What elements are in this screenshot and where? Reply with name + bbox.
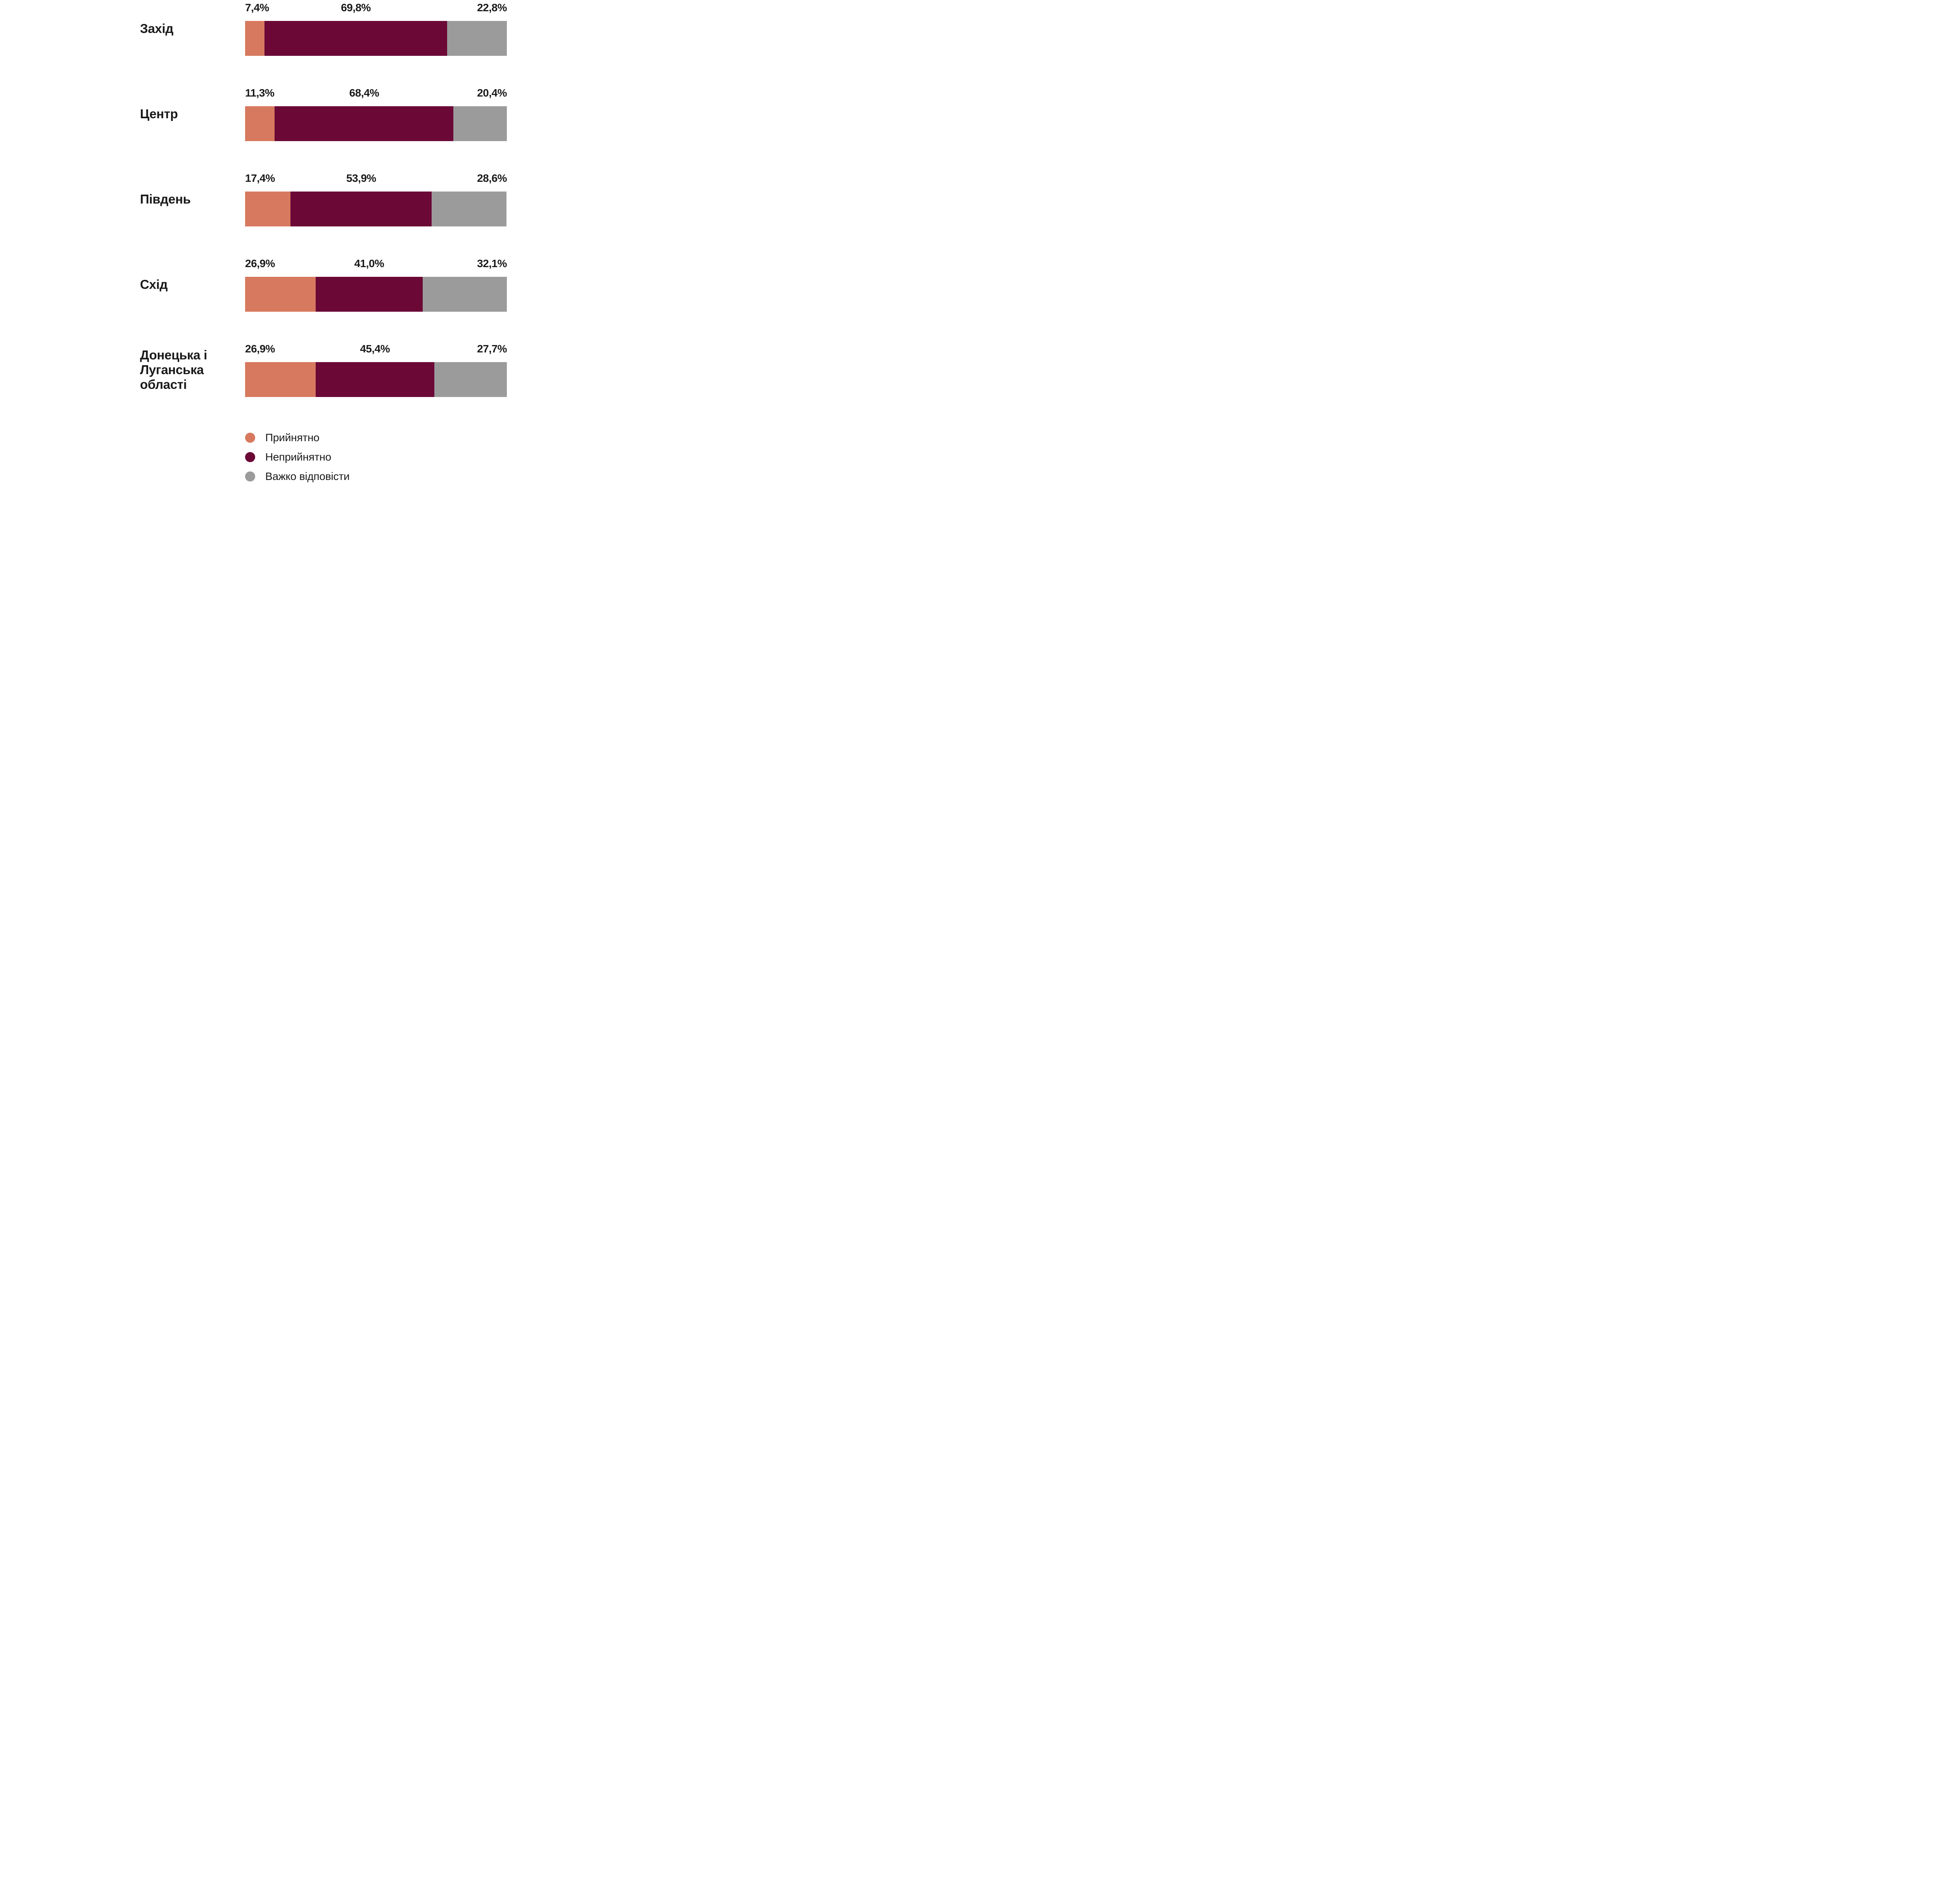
- value-label-unacceptable: 53,9%: [346, 172, 376, 184]
- stacked-bar: [245, 362, 507, 397]
- value-label-acceptable: 7,4%: [245, 2, 269, 14]
- bar-segment-hard-to-answer: [453, 106, 507, 141]
- bar-segment-unacceptable: [275, 106, 454, 141]
- value-label-acceptable: 11,3%: [245, 87, 275, 99]
- bar-column: 26,9% 45,4% 27,7%: [245, 343, 507, 397]
- stacked-bar: [245, 106, 507, 141]
- bar-segment-acceptable: [245, 362, 316, 397]
- bar-segment-hard-to-answer: [432, 192, 507, 226]
- value-label-hard-to-answer: 27,7%: [477, 343, 507, 355]
- chart-row: Схід 26,9% 41,0% 32,1%: [0, 257, 626, 312]
- value-label-unacceptable: 68,4%: [349, 87, 379, 99]
- legend-item: Прийнятно: [245, 428, 626, 447]
- value-label-hard-to-answer: 28,6%: [477, 172, 507, 184]
- category-label: Південь: [140, 192, 191, 207]
- legend-swatch-icon: [245, 452, 255, 462]
- stacked-bar-chart: Захід 7,4% 69,8% 22,8% Центр 11,3% 68,4%…: [0, 0, 626, 486]
- value-label-acceptable: 26,9%: [245, 343, 275, 355]
- bar-column: 26,9% 41,0% 32,1%: [245, 257, 507, 312]
- bar-segment-acceptable: [245, 277, 316, 312]
- legend-swatch-icon: [245, 433, 255, 443]
- value-labels: 26,9% 41,0% 32,1%: [245, 257, 507, 270]
- value-label-acceptable: 17,4%: [245, 172, 275, 184]
- legend-item: Важко відповісти: [245, 467, 626, 486]
- stacked-bar: [245, 21, 507, 56]
- value-label-unacceptable: 41,0%: [354, 257, 384, 269]
- value-label-hard-to-answer: 32,1%: [477, 257, 507, 269]
- bar-segment-acceptable: [245, 106, 275, 141]
- stacked-bar: [245, 192, 507, 226]
- bar-segment-acceptable: [245, 192, 291, 226]
- legend-item: Неприйнятно: [245, 447, 626, 467]
- value-label-hard-to-answer: 22,8%: [477, 2, 507, 14]
- category-label: Захід: [140, 21, 173, 36]
- chart-row: Захід 7,4% 69,8% 22,8%: [0, 2, 626, 56]
- legend: Прийнятно Неприйнятно Важко відповісти: [0, 428, 626, 486]
- value-label-unacceptable: 69,8%: [341, 2, 371, 14]
- value-label-acceptable: 26,9%: [245, 257, 275, 269]
- category-label: Центр: [140, 107, 178, 121]
- chart-row: Південь 17,4% 53,9% 28,6%: [0, 172, 626, 226]
- bar-segment-unacceptable: [264, 21, 448, 56]
- legend-swatch-icon: [245, 471, 255, 482]
- bar-segment-hard-to-answer: [447, 21, 507, 56]
- legend-label: Неприйнятно: [265, 451, 332, 463]
- value-labels: 26,9% 45,4% 27,7%: [245, 343, 507, 355]
- chart-rows: Захід 7,4% 69,8% 22,8% Центр 11,3% 68,4%…: [0, 2, 626, 397]
- category-label: Схід: [140, 277, 168, 292]
- bar-segment-acceptable: [245, 21, 264, 56]
- chart-row: Центр 11,3% 68,4% 20,4%: [0, 87, 626, 141]
- value-label-unacceptable: 45,4%: [360, 343, 390, 355]
- bar-segment-unacceptable: [315, 362, 434, 397]
- legend-label: Прийнятно: [265, 432, 320, 444]
- stacked-bar: [245, 277, 507, 312]
- bar-segment-unacceptable: [290, 192, 432, 226]
- value-label-hard-to-answer: 20,4%: [477, 87, 507, 99]
- category-label: Донецька і Луганська області: [140, 348, 207, 392]
- value-labels: 7,4% 69,8% 22,8%: [245, 2, 507, 14]
- bar-segment-unacceptable: [315, 277, 423, 312]
- value-labels: 17,4% 53,9% 28,6%: [245, 172, 507, 185]
- value-labels: 11,3% 68,4% 20,4%: [245, 87, 507, 99]
- bar-column: 11,3% 68,4% 20,4%: [245, 87, 507, 141]
- bar-segment-hard-to-answer: [434, 362, 507, 397]
- chart-row: Донецька і Луганська області 26,9% 45,4%…: [0, 343, 626, 397]
- bar-column: 7,4% 69,8% 22,8%: [245, 2, 507, 56]
- bar-segment-hard-to-answer: [423, 277, 507, 312]
- legend-label: Важко відповісти: [265, 470, 350, 482]
- bar-column: 17,4% 53,9% 28,6%: [245, 172, 507, 226]
